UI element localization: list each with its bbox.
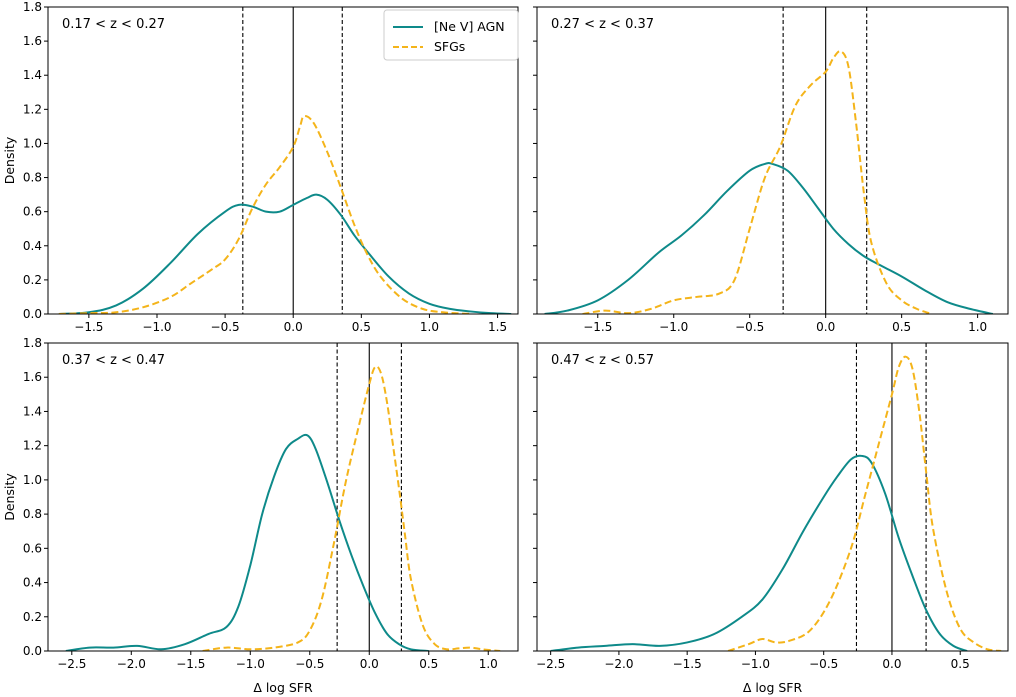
legend-frame — [383, 9, 519, 61]
x-tick-label: −2.0 — [604, 657, 633, 671]
panel-3: −2.5 −2.0 −1.5 −1.0 −0.5 0.0 0.5 1.0 0.0 0.2 0.4 0.… — [2, 336, 519, 695]
x-tick-label: 0.5 — [352, 320, 371, 334]
x-tick-label: 0.0 — [360, 657, 379, 671]
y-axis-title: Density — [2, 136, 17, 184]
y-tick-label: 0.4 — [23, 239, 42, 253]
x-axis-title: Δ log SFR — [253, 680, 313, 695]
panel-curves — [544, 50, 994, 314]
series-agn-line — [544, 162, 994, 314]
series-sfg-line — [58, 115, 471, 314]
series-sfg-line — [727, 355, 1002, 651]
x-tick-label: 1.0 — [968, 320, 987, 334]
x-axis-title: Δ log SFR — [743, 680, 803, 695]
x-tick-label: 1.0 — [479, 657, 498, 671]
legend-sfg-label: SFGs — [434, 39, 465, 54]
y-tick-label: 1.2 — [23, 439, 42, 453]
y-tick-label: 0.4 — [23, 576, 42, 590]
x-tick-label: −0.5 — [211, 320, 240, 334]
legend-agn-label: [Ne V] AGN — [434, 19, 505, 34]
x-tick-label: −1.5 — [176, 657, 205, 671]
x-tick-label: 0.0 — [882, 657, 901, 671]
panel-curves — [550, 355, 1002, 651]
y-tick-label: 0.6 — [23, 205, 42, 219]
y-tick-label: 0.2 — [23, 610, 42, 624]
y-tick-label: 1.2 — [23, 102, 42, 116]
y-tick-label: 1.4 — [23, 404, 42, 418]
y-tick-label: 0.2 — [23, 273, 42, 287]
x-tick-label: 0.5 — [892, 320, 911, 334]
x-tick-label: 0.5 — [951, 657, 970, 671]
y-tick-label: 1.0 — [23, 136, 42, 150]
x-tick-label: −1.0 — [741, 657, 770, 671]
x-tick-label: 0.5 — [419, 657, 438, 671]
panel-curves — [65, 365, 501, 651]
y-tick-label: 0.0 — [23, 644, 42, 658]
y-tick-label: 1.4 — [23, 68, 42, 82]
y-tick-label: 0.6 — [23, 541, 42, 555]
y-tick-label: 1.8 — [23, 336, 42, 350]
x-tick-label: −0.5 — [735, 320, 764, 334]
legend: [Ne V] AGN SFGs — [383, 9, 519, 61]
panel-label: 0.17 < z < 0.27 — [62, 17, 165, 32]
x-tick-label: 0.0 — [284, 320, 303, 334]
x-tick-label: −0.5 — [809, 657, 838, 671]
series-sfg-line — [202, 365, 501, 651]
x-tick-label: 1.5 — [488, 320, 507, 334]
y-tick-label: 0.8 — [23, 507, 42, 521]
x-tick-label: −1.5 — [74, 320, 103, 334]
series-sfg-line — [582, 50, 933, 314]
panel-1: −1.5 −1.0 −0.5 0.0 0.5 1.0 1.5 0.0 0.2 0.4 0.6 0.8 1… — [2, 0, 519, 334]
series-agn-line — [65, 433, 429, 651]
y-axis-title: Density — [2, 473, 17, 521]
x-tick-label: −1.5 — [673, 657, 702, 671]
x-tick-label: 0.0 — [816, 320, 835, 334]
panel-curves — [58, 115, 512, 314]
axes-frame — [47, 6, 519, 315]
series-agn-line — [550, 454, 968, 651]
panel-2: −1.5 −1.0 −0.5 0.0 0.5 1.0 0.27 < z < 0.37 — [533, 6, 1009, 334]
panel-label: 0.37 < z < 0.47 — [62, 353, 165, 368]
y-tick-label: 0.0 — [23, 307, 42, 321]
x-tick-label: −1.0 — [236, 657, 265, 671]
axes-frame — [47, 342, 519, 652]
x-tick-label: −2.0 — [117, 657, 146, 671]
axes-frame — [536, 342, 1009, 652]
y-tick-label: 0.8 — [23, 171, 42, 185]
x-tick-label: −0.5 — [295, 657, 324, 671]
y-tick-label: 1.8 — [23, 0, 42, 14]
panel-4: −2.5 −2.0 −1.5 −1.0 −0.5 0.0 0.5 0.47 < z < 0.5… — [533, 342, 1009, 695]
panel-label: 0.27 < z < 0.37 — [551, 17, 654, 32]
y-tick-label: 1.6 — [23, 34, 42, 48]
x-tick-label: −2.5 — [57, 657, 86, 671]
series-agn-line — [58, 193, 512, 314]
x-tick-label: −1.0 — [659, 320, 688, 334]
x-tick-label: −1.5 — [583, 320, 612, 334]
axes-frame — [536, 6, 1009, 315]
x-tick-label: −1.0 — [142, 320, 171, 334]
panel-label: 0.47 < z < 0.57 — [551, 353, 654, 368]
y-tick-label: 1.0 — [23, 473, 42, 487]
x-tick-label: −2.5 — [536, 657, 565, 671]
y-tick-label: 1.6 — [23, 370, 42, 384]
x-tick-label: 1.0 — [420, 320, 439, 334]
